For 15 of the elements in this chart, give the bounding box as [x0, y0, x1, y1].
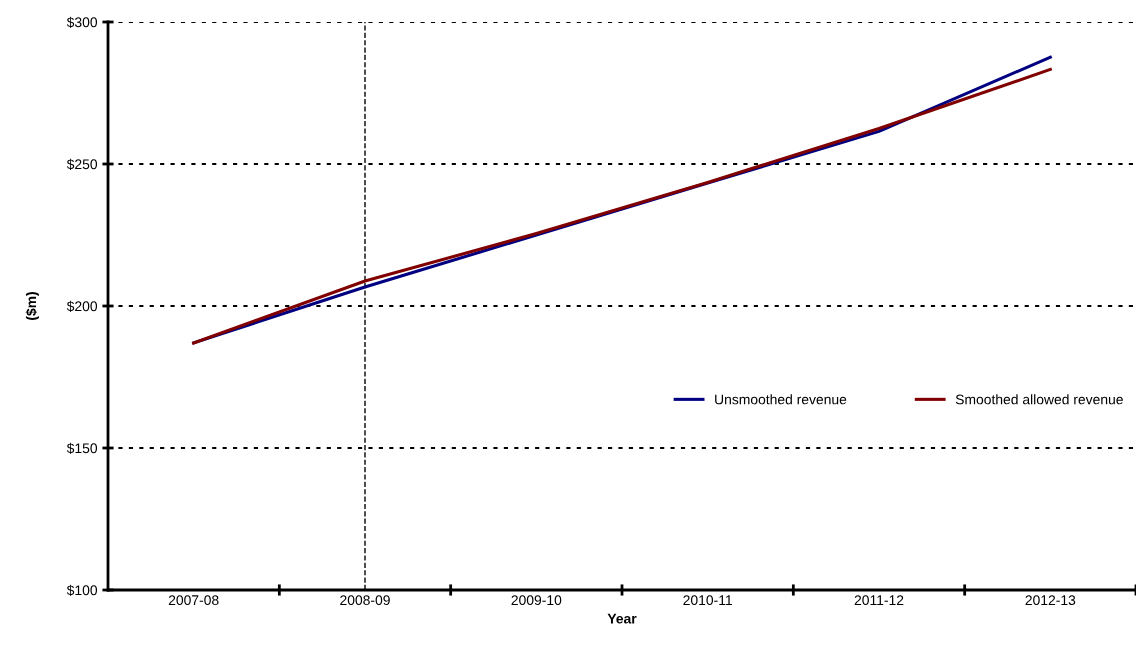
x-tick-label: 2011-12 — [854, 595, 904, 606]
x-tick-label: 2010-11 — [683, 595, 732, 606]
x-tick-label: 2009-10 — [511, 595, 562, 606]
x-tick-label: 2012-13 — [1025, 595, 1076, 606]
y-tick-label: $150 — [66, 442, 98, 454]
y-tick-label: $250 — [66, 158, 98, 170]
x-axis-title: Year — [607, 613, 637, 624]
x-tick-label: 2007-08 — [168, 595, 219, 606]
y-axis-title: ($m) — [25, 292, 39, 320]
y-tick-label: $300 — [66, 16, 98, 28]
y-tick-label: $200 — [66, 300, 98, 312]
x-tick-label: 2008-09 — [340, 595, 390, 606]
y-tick-label: $100 — [66, 584, 98, 596]
legend-label: Smoothed allowed revenue — [955, 394, 1123, 405]
legend-label: Unsmoothed revenue — [715, 394, 847, 405]
